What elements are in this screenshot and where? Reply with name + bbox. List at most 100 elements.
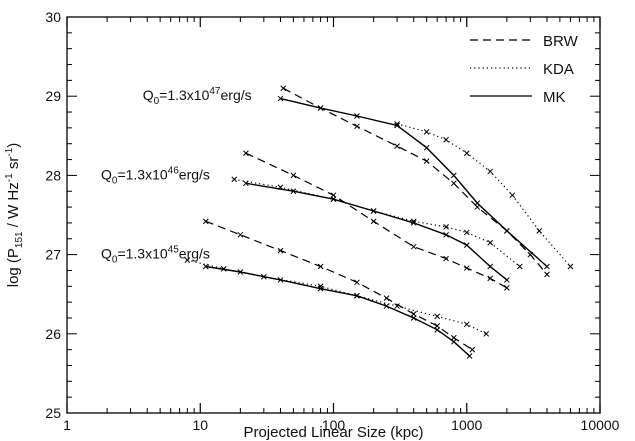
annot-part: erg/s xyxy=(221,87,252,103)
series-brw-line xyxy=(283,87,548,275)
data-point-marker xyxy=(394,143,400,149)
data-point-marker xyxy=(277,95,284,102)
data-point-marker xyxy=(277,277,284,283)
series-mk-line xyxy=(205,265,471,357)
annot-sub: 0 xyxy=(154,96,160,107)
data-point-marker xyxy=(354,292,360,299)
data-point-marker xyxy=(290,172,297,179)
data-point-marker xyxy=(423,128,430,135)
data-point-marker xyxy=(487,239,494,246)
data-point-marker xyxy=(280,85,287,92)
legend-kda-label: KDA xyxy=(543,61,574,78)
annot-part: Q xyxy=(143,87,154,103)
series-brw-line xyxy=(205,220,473,351)
x-tick-label: 1 xyxy=(63,417,71,433)
data-point-marker xyxy=(487,275,494,282)
data-point-marker xyxy=(463,150,470,157)
data-point-marker xyxy=(317,285,324,292)
data-point-marker xyxy=(231,176,238,183)
data-point-marker xyxy=(434,326,441,333)
data-point-marker xyxy=(504,227,510,234)
data-point-marker xyxy=(243,150,249,157)
annot-part: =1.3x10 xyxy=(117,246,167,262)
data-point-marker xyxy=(504,285,510,291)
data-point-marker xyxy=(383,303,390,309)
data-point-marker xyxy=(483,330,490,337)
annot-part: erg/s xyxy=(179,166,210,182)
data-point-marker xyxy=(463,229,470,236)
data-point-marker xyxy=(536,227,543,234)
data-point-marker xyxy=(410,220,417,226)
series-kda-line xyxy=(396,123,571,267)
q0-annotation: Q0=1.3x1045erg/s xyxy=(101,245,210,266)
y-tick-label: 26 xyxy=(45,326,61,342)
data-point-marker xyxy=(394,303,400,309)
data-point-marker xyxy=(463,242,470,248)
data-point-marker xyxy=(370,218,377,225)
data-point-marker xyxy=(450,180,457,187)
y-axis-label: log (P151 / W Hz-1 sr-1) xyxy=(4,143,25,288)
data-point-marker xyxy=(516,263,523,270)
data-point-marker xyxy=(330,196,337,203)
data-point-marker xyxy=(544,263,550,270)
data-point-marker xyxy=(317,105,324,111)
data-point-marker xyxy=(202,218,209,225)
annot-sup: 47 xyxy=(209,86,221,97)
data-point-marker xyxy=(509,192,516,199)
annot-part: =1.3x10 xyxy=(159,87,209,103)
y-tick-label: 30 xyxy=(45,9,61,25)
data-point-marker xyxy=(354,279,360,286)
data-point-marker xyxy=(277,247,284,254)
data-point-marker xyxy=(237,231,244,238)
annotations: Q0=1.3x1047erg/sQ0=1.3x1046erg/sQ0=1.3x1… xyxy=(101,86,252,265)
y-label-part: sr xyxy=(5,157,22,174)
series-layer xyxy=(184,85,574,359)
data-point-marker xyxy=(450,172,457,179)
data-point-marker xyxy=(202,263,209,270)
data-point-marker xyxy=(443,255,449,262)
data-point-marker xyxy=(504,277,510,283)
annot-part: Q xyxy=(101,166,112,182)
annot-sub: 0 xyxy=(112,255,118,266)
annot-sub: 0 xyxy=(112,175,118,186)
data-point-marker xyxy=(237,269,244,275)
y-tick-label: 27 xyxy=(45,247,61,263)
annot-part: =1.3x10 xyxy=(117,166,167,182)
data-point-marker xyxy=(450,338,457,345)
data-point-marker xyxy=(410,243,417,250)
data-point-marker xyxy=(567,263,574,270)
data-point-marker xyxy=(443,224,449,230)
y-label-sup: -1 xyxy=(4,173,15,182)
data-point-marker xyxy=(434,313,441,320)
y-tick-label: 28 xyxy=(45,167,61,183)
plot-frame xyxy=(66,16,601,414)
data-point-marker xyxy=(469,346,476,353)
annot-part: erg/s xyxy=(179,246,210,262)
data-point-marker xyxy=(463,265,470,271)
data-point-marker xyxy=(383,295,390,302)
y-tick-label: 29 xyxy=(45,88,61,104)
data-point-marker xyxy=(354,113,360,119)
data-point-marker xyxy=(443,136,449,143)
data-point-marker xyxy=(243,180,249,187)
data-point-marker xyxy=(474,200,481,206)
x-tick-label: 10000 xyxy=(581,417,620,433)
x-tick-label: 100 xyxy=(322,417,346,433)
legend-brw-label: BRW xyxy=(543,33,579,50)
data-point-marker xyxy=(290,188,297,195)
series-brw-line xyxy=(245,152,508,289)
data-point-marker xyxy=(443,231,449,238)
data-point-marker xyxy=(423,158,430,164)
data-point-marker xyxy=(466,353,473,359)
q0-annotation: Q0=1.3x1047erg/s xyxy=(143,86,252,107)
y-tick-label: 25 xyxy=(45,405,61,421)
y-label-sub: 151 xyxy=(14,231,25,248)
annot-sup: 45 xyxy=(168,245,180,256)
series-mk-line xyxy=(280,97,548,268)
data-point-marker xyxy=(487,263,494,270)
legend-mk-label: MK xyxy=(543,89,566,106)
legend: BRW KDA MK xyxy=(470,33,579,106)
y-label-sup: -1 xyxy=(4,147,15,156)
axes-layer: 1 10 100 1000 10000 25 26 27 28 29 30 Projected Lin… xyxy=(4,9,620,441)
